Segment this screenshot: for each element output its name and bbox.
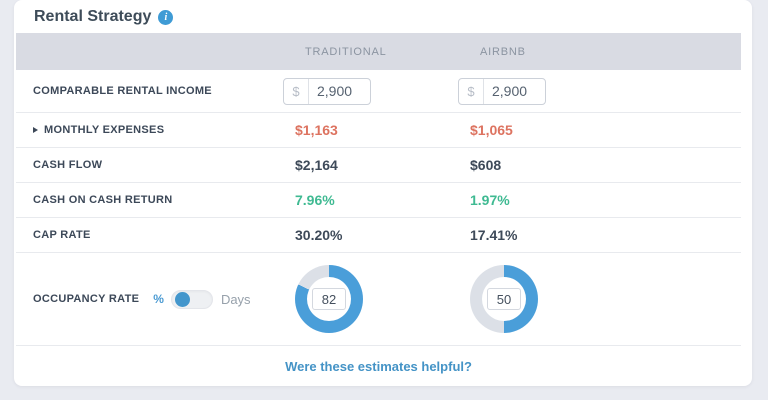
occupancy-label: OCCUPANCY RATE xyxy=(33,293,140,305)
feedback-row: Were these estimates helpful? xyxy=(16,346,741,386)
caprate-value-airbnb: 17.41% xyxy=(470,227,518,243)
occupancy-label-cell: OCCUPANCY RATE % Days xyxy=(16,289,283,309)
currency-symbol: $ xyxy=(284,78,309,104)
column-header-airbnb: AIRBNB xyxy=(480,45,526,58)
income-input-group-traditional: $ xyxy=(283,77,371,105)
income-label: COMPARABLE RENTAL INCOME xyxy=(33,85,212,97)
cashflow-label: CASH FLOW xyxy=(33,159,103,171)
occupancy-unit-toggle[interactable] xyxy=(170,289,213,309)
caprate-value-traditional: 30.20% xyxy=(295,227,343,243)
income-cell-airbnb: $ xyxy=(458,77,741,105)
coc-value-traditional: 7.96% xyxy=(295,192,335,208)
estimates-helpful-link[interactable]: Were these estimates helpful? xyxy=(285,358,472,374)
expenses-value-traditional: $1,163 xyxy=(295,122,338,138)
occupancy-donut-traditional xyxy=(295,265,363,333)
row-monthly-expenses: MONTHLY EXPENSES $1,163 $1,065 xyxy=(16,113,741,148)
row-cap-rate: CAP RATE 30.20% 17.41% xyxy=(16,218,741,253)
table-header-row: TRADITIONAL AIRBNB xyxy=(16,33,741,70)
occupancy-input-airbnb[interactable] xyxy=(487,288,521,310)
strategy-table: TRADITIONAL AIRBNB COMPARABLE RENTAL INC… xyxy=(16,33,741,386)
income-input-airbnb[interactable] xyxy=(484,83,540,99)
coc-label: CASH ON CASH RETURN xyxy=(33,194,173,206)
currency-symbol: $ xyxy=(459,78,484,104)
row-occupancy-rate: OCCUPANCY RATE % Days xyxy=(16,253,741,346)
row-comparable-rental-income: COMPARABLE RENTAL INCOME $ $ xyxy=(16,70,741,113)
info-icon[interactable]: i xyxy=(158,9,174,25)
coc-value-airbnb: 1.97% xyxy=(470,192,510,208)
occupancy-cell-traditional xyxy=(283,265,458,333)
page-title: Rental Strategy xyxy=(34,7,152,25)
income-input-traditional[interactable] xyxy=(309,83,365,99)
row-cash-flow: CASH FLOW $2,164 $608 xyxy=(16,148,741,183)
income-input-group-airbnb: $ xyxy=(458,77,546,105)
occupancy-unit-days[interactable]: Days xyxy=(220,291,251,307)
occupancy-cell-airbnb xyxy=(458,265,741,333)
expand-chevron-icon[interactable] xyxy=(33,127,38,133)
column-header-traditional: TRADITIONAL xyxy=(305,45,387,58)
occupancy-unit-percent[interactable]: % xyxy=(153,292,164,306)
expenses-label[interactable]: MONTHLY EXPENSES xyxy=(16,124,283,136)
occupancy-donut-airbnb xyxy=(470,265,538,333)
expenses-label-text: MONTHLY EXPENSES xyxy=(44,124,165,136)
income-cell-traditional: $ xyxy=(283,77,458,105)
row-cash-on-cash-return: CASH ON CASH RETURN 7.96% 1.97% xyxy=(16,183,741,218)
card-title-row: Rental Strategy i xyxy=(14,0,752,33)
expenses-value-airbnb: $1,065 xyxy=(470,122,513,138)
caprate-label: CAP RATE xyxy=(33,229,91,241)
cashflow-value-traditional: $2,164 xyxy=(295,157,338,173)
rental-strategy-card: Rental Strategy i TRADITIONAL AIRBNB COM… xyxy=(14,0,752,386)
cashflow-value-airbnb: $608 xyxy=(470,157,502,173)
occupancy-input-traditional[interactable] xyxy=(312,288,346,310)
toggle-knob[interactable] xyxy=(174,291,190,307)
